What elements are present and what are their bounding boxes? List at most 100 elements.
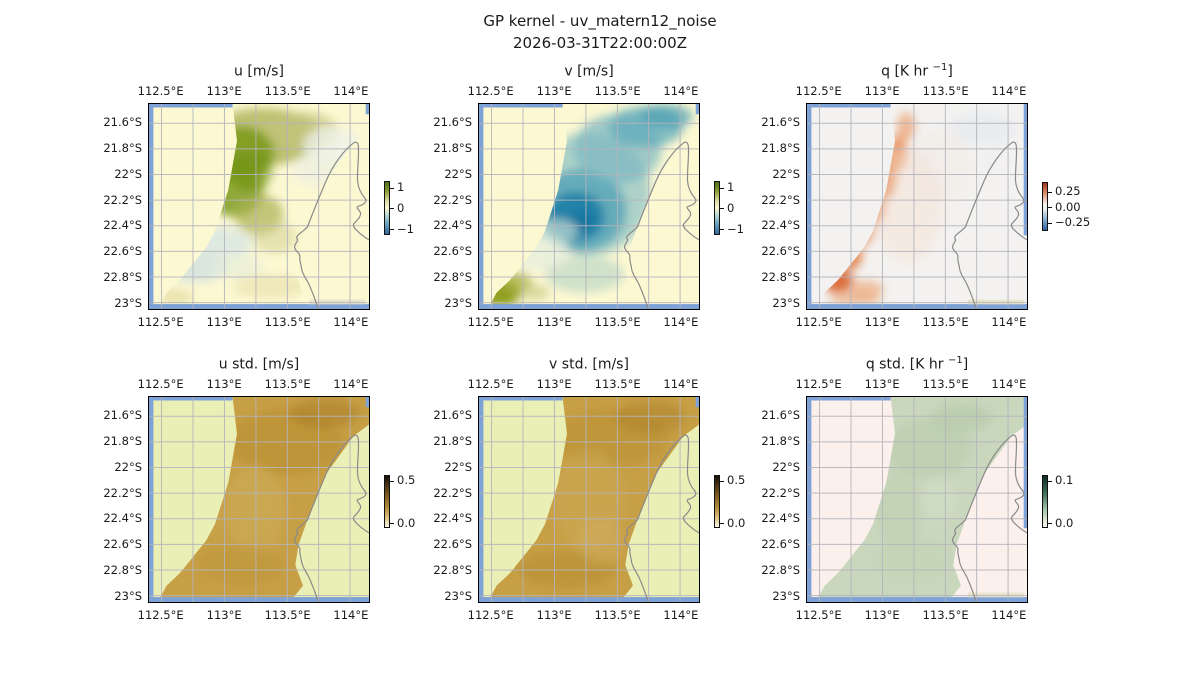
- y-tick-label: 21.8°S: [103, 433, 142, 448]
- map-field-u-mean: [149, 104, 369, 309]
- ocean-strip-left: [149, 104, 154, 309]
- data-blobs: [518, 401, 686, 588]
- colorbar-tick: [720, 229, 724, 230]
- map-u-std: [148, 396, 370, 603]
- x-tick-label: 113°E: [536, 315, 572, 329]
- x-tick-label: 114°E: [333, 377, 369, 391]
- x-tick-label: 113°E: [536, 377, 572, 391]
- map-field-q-mean: [807, 104, 1027, 309]
- x-tick-label: 113°E: [206, 84, 242, 98]
- coastline: [295, 142, 369, 309]
- y-tick-label: 22.4°S: [433, 218, 472, 233]
- y-tick-label: 22.6°S: [761, 537, 800, 552]
- colorbar-gradient: [385, 476, 389, 527]
- y-tick-label: 22°S: [772, 459, 800, 474]
- ocean-strip-left: [807, 104, 812, 309]
- ocean-strip-bottom: [479, 304, 699, 309]
- colorbar-tick-label: 1: [397, 180, 405, 194]
- ocean-strip-right: [365, 104, 369, 115]
- x-tick-label: 113°E: [206, 608, 242, 622]
- colorbar-tick: [1048, 191, 1052, 193]
- colorbar-u-mean: 1 0 −1: [384, 181, 414, 235]
- y-tick-label: 21.6°S: [761, 114, 800, 129]
- y-tick-label: 23°S: [444, 589, 472, 604]
- x-tick-label: 113.5°E: [594, 315, 641, 329]
- land-corner: [967, 299, 1024, 305]
- x-tick-label: 113°E: [864, 608, 900, 622]
- ocean-strip-right: [365, 397, 369, 408]
- panel-u-std: u std. [m/s] 112.5°E 112.5°E 113°E 113°E 113.…: [103, 357, 415, 622]
- x-tick-label: 113.5°E: [264, 315, 311, 329]
- y-tick-label: 21.6°S: [103, 407, 142, 422]
- x-tick-label: 113.5°E: [922, 315, 969, 329]
- y-tick-label: 21.6°S: [103, 114, 142, 129]
- y-tick-label: 22.8°S: [761, 270, 800, 285]
- map-v-mean: [478, 103, 700, 310]
- panel-title-text: q [K hr: [881, 63, 933, 80]
- colorbar-q-std: 0.1 0.0: [1042, 474, 1073, 529]
- y-tick-label: 23°S: [772, 589, 800, 604]
- y-tick-label: 22.4°S: [103, 511, 142, 526]
- x-tick-label: 112.5°E: [795, 84, 842, 98]
- x-tick-label: 113°E: [864, 315, 900, 329]
- panel-u-mean: u [m/s] 112.5°E 112.5°E 113°E 113°E 113.5°E 11…: [103, 64, 414, 329]
- ocean-strip-left: [479, 104, 484, 309]
- panel-title-text: u std. [m/s]: [218, 356, 300, 373]
- colorbar-tick-label: 0: [397, 200, 405, 215]
- data-blobs: [873, 403, 992, 582]
- y-tick-label: 22.6°S: [433, 244, 472, 259]
- map-u-mean: [148, 103, 370, 310]
- graticule: [479, 397, 699, 602]
- x-tick-label: 114°E: [663, 608, 699, 622]
- x-tick-label: 113.5°E: [264, 377, 311, 391]
- y-tick-label: 22.6°S: [103, 244, 142, 259]
- panel-title: v std. [m/s]: [468, 355, 710, 373]
- x-tick-label: 114°E: [333, 608, 369, 622]
- x-tick-label: 112.5°E: [137, 608, 184, 622]
- y-tick-label: 23°S: [114, 589, 142, 604]
- ocean-strip-left: [479, 397, 484, 602]
- y-tick-label: 21.8°S: [761, 433, 800, 448]
- y-tick-label: 22.2°S: [761, 192, 800, 207]
- map-q-std: [806, 396, 1028, 603]
- colorbar-tick-label: 0.25: [1055, 184, 1081, 198]
- ocean-strip-right: [695, 104, 699, 115]
- y-tick-label: 21.8°S: [761, 140, 800, 155]
- y-tick-label: 22°S: [772, 166, 800, 181]
- y-tick-label: 22.8°S: [103, 563, 142, 578]
- ocean-strip-bottom: [807, 597, 1027, 602]
- x-tick-label: 113.5°E: [264, 84, 311, 98]
- x-tick-label: 114°E: [663, 315, 699, 329]
- y-tick-label: 22°S: [114, 166, 142, 181]
- x-tick-label: 114°E: [333, 315, 369, 329]
- colorbar-v-std: 0.5 0.0: [714, 474, 745, 529]
- y-tick-label: 23°S: [114, 296, 142, 311]
- colorbar-tick: [390, 208, 394, 209]
- panel-title: u [m/s]: [138, 62, 380, 80]
- x-tick-label: 112.5°E: [795, 377, 842, 391]
- coastline: [295, 435, 369, 602]
- colorbar-tick: [1048, 207, 1052, 208]
- y-tick-label: 22.8°S: [103, 270, 142, 285]
- ocean-strip-right: [695, 397, 699, 408]
- colorbar-tick: [390, 187, 394, 189]
- colorbar-tick: [390, 480, 394, 482]
- colorbar-tick: [720, 187, 724, 189]
- y-tick-label: 22.8°S: [433, 270, 472, 285]
- colorbar-tick: [1048, 480, 1052, 482]
- colorbar-tick-label: −1: [727, 221, 744, 236]
- y-tick-label: 21.6°S: [433, 114, 472, 129]
- panel-q-std: q std. [K hr −1] 112.5°E 112.5°E 113°E 113°E…: [761, 355, 1073, 622]
- panel-title: u std. [m/s]: [138, 355, 380, 373]
- y-tick-label: 22.4°S: [761, 511, 800, 526]
- x-tick-label: 113°E: [206, 315, 242, 329]
- colorbar-tick: [720, 480, 724, 482]
- colorbar-q-mean: 0.25 0.00 −0.25: [1042, 182, 1090, 231]
- y-tick-label: 21.8°S: [103, 140, 142, 155]
- ocean-strip-left: [807, 397, 812, 602]
- colorbar-tick-label: −1: [397, 221, 414, 236]
- ocean-strip-bottom: [149, 304, 369, 309]
- panel-title: q [K hr −1]: [796, 62, 1038, 80]
- x-tick-label: 112.5°E: [137, 84, 184, 98]
- map-field-v-mean: [479, 104, 699, 309]
